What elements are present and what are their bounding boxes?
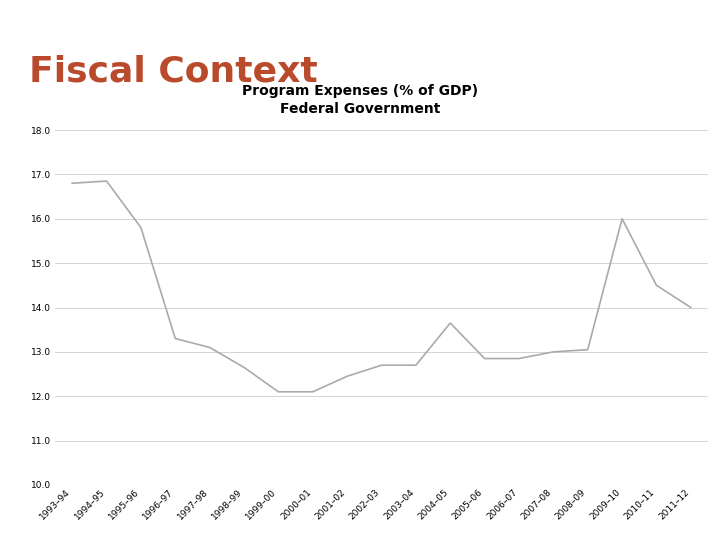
Text: 11: 11 [670, 8, 691, 23]
Text: Fiscal Context: Fiscal Context [29, 54, 318, 88]
Text: Canadian Housing Policy:  2001-Present: Canadian Housing Policy: 2001-Present [249, 10, 471, 20]
Text: Program Expenses (% of GDP)
Federal Government: Program Expenses (% of GDP) Federal Gove… [242, 84, 478, 117]
